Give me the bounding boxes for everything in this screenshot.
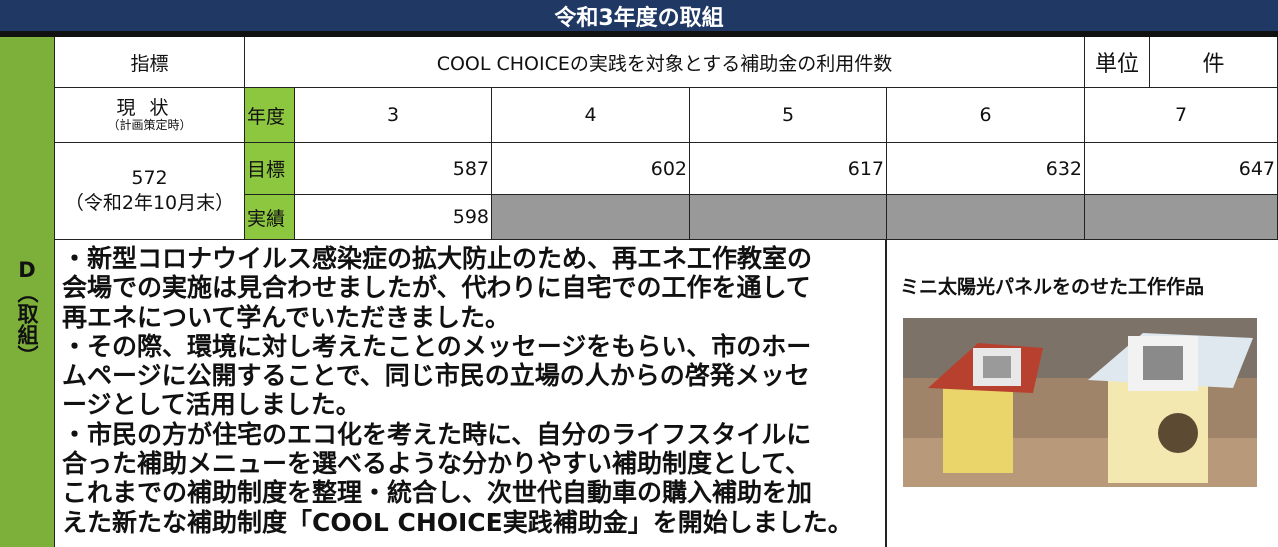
status-label: 現状 — [116, 96, 183, 119]
text-line: 会場での実施は見合わせましたが、代わりに自宅での工作を通して — [62, 273, 811, 303]
target: 602 — [492, 143, 690, 195]
title-bar: 令和3年度の取組 — [0, 0, 1278, 37]
year: 3 — [295, 88, 492, 143]
text-line: ムページに公開することで、同じ市民の立場の人からの啓発メッセ — [62, 361, 810, 391]
indicator-label: 指標 — [130, 52, 169, 75]
target: 632 — [887, 143, 1085, 195]
photo — [903, 318, 1257, 487]
empty-cell — [887, 195, 1085, 240]
baseline-value: 572 — [131, 167, 168, 190]
title: 令和3年度の取組 — [554, 5, 724, 31]
year: 5 — [690, 88, 887, 143]
year: 4 — [492, 88, 690, 143]
cell: 現状 （計画策定時） — [55, 88, 245, 143]
target: 647 — [1085, 143, 1278, 195]
cell: 実績 — [245, 195, 295, 240]
text-line: ・市民の方が住宅のエコ化を考えた時に、自分のライフスタイルに — [62, 419, 812, 449]
text-line: えた新たな補助制度「COOL CHOICE実践補助金」を開始しました。 — [62, 507, 853, 537]
year-label: 年度 — [247, 105, 286, 128]
text-line: ・新型コロナウイルス感染症の拡大防止のため、再エネ工作教室の — [62, 244, 813, 273]
target: 587 — [295, 143, 492, 195]
side-label: D（取組） — [15, 258, 39, 366]
text-line: ・その際、環境に対し考えたことのメッセージをもらい、市のホー — [62, 331, 812, 361]
cell: 572 （令和2年10月末） — [55, 143, 245, 240]
cell: 年度 — [245, 88, 295, 143]
divider — [885, 240, 887, 547]
text-line: 合った補助メニューを選べるような分かりやすい補助制度として、 — [62, 449, 811, 479]
photo-caption: ミニ太陽光パネルをのせた工作作品 — [900, 276, 1205, 298]
side-column: D（取組） — [0, 37, 55, 547]
status-note: （計画策定時） — [107, 117, 192, 132]
cell: 単位 — [1085, 37, 1150, 88]
empty-cell — [1085, 195, 1278, 240]
text-line: ージとして活用しました。 — [62, 390, 361, 420]
cell: COOL CHOICEの実践を対象とする補助金の利用件数 — [245, 37, 1085, 88]
cell: 目標 — [245, 143, 295, 195]
unit: 件 — [1202, 52, 1225, 77]
baseline-note: （令和2年10月末） — [64, 192, 235, 214]
year: 7 — [1085, 88, 1278, 143]
empty-cell — [492, 195, 690, 240]
actual-label: 実績 — [247, 207, 286, 230]
empty-cell — [690, 195, 887, 240]
indicator: COOL CHOICEの実践を対象とする補助金の利用件数 — [436, 52, 893, 75]
body-text: ・新型コロナウイルス感染症の拡大防止のため、再エネ工作教室の 会場での実施は見合わ… — [62, 244, 882, 537]
actual: 598 — [295, 195, 492, 240]
text-line: これまでの補助制度を整理・統合し、次世代自動車の購入補助を加 — [62, 478, 813, 508]
year: 6 — [887, 88, 1085, 143]
text-line: 再エネについて学んでいただきました。 — [62, 302, 511, 332]
target-label: 目標 — [247, 159, 286, 181]
unit-label: 単位 — [1094, 52, 1139, 77]
cell: 指標 — [55, 37, 245, 88]
cell: 件 — [1150, 37, 1278, 88]
target: 617 — [690, 143, 887, 195]
